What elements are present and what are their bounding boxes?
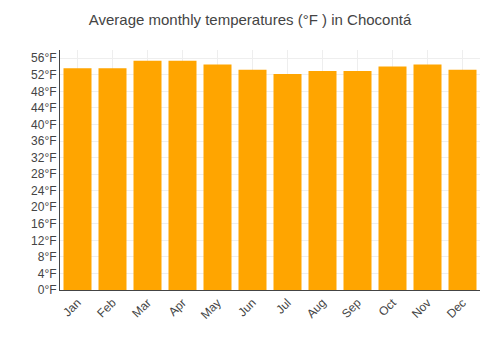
svg-text:Oct: Oct <box>376 295 400 319</box>
svg-text:Aug: Aug <box>304 296 329 321</box>
svg-text:Apr: Apr <box>166 296 189 319</box>
svg-text:32°F: 32°F <box>31 151 56 165</box>
svg-text:8°F: 8°F <box>38 250 57 264</box>
svg-text:Jun: Jun <box>235 296 259 320</box>
svg-text:16°F: 16°F <box>31 217 56 231</box>
svg-text:0°F: 0°F <box>38 283 57 297</box>
svg-text:44°F: 44°F <box>31 101 56 115</box>
svg-text:52°F: 52°F <box>31 68 56 82</box>
svg-text:4°F: 4°F <box>38 267 57 281</box>
svg-text:40°F: 40°F <box>31 118 56 132</box>
svg-text:20°F: 20°F <box>31 200 56 214</box>
svg-text:24°F: 24°F <box>31 184 56 198</box>
svg-text:Sep: Sep <box>339 296 364 321</box>
svg-text:Nov: Nov <box>409 296 434 321</box>
svg-text:28°F: 28°F <box>31 167 56 181</box>
svg-text:12°F: 12°F <box>31 234 56 248</box>
svg-text:Jul: Jul <box>273 296 294 317</box>
svg-text:Average monthly temperatures (: Average monthly temperatures (°F ) in Ch… <box>89 11 412 28</box>
svg-text:Feb: Feb <box>94 296 119 321</box>
svg-text:36°F: 36°F <box>31 134 56 148</box>
svg-text:May: May <box>198 296 224 322</box>
svg-text:Jan: Jan <box>60 296 84 320</box>
svg-text:48°F: 48°F <box>31 85 56 99</box>
svg-text:Mar: Mar <box>129 296 154 321</box>
svg-text:Dec: Dec <box>444 296 469 321</box>
svg-text:56°F: 56°F <box>31 51 56 65</box>
